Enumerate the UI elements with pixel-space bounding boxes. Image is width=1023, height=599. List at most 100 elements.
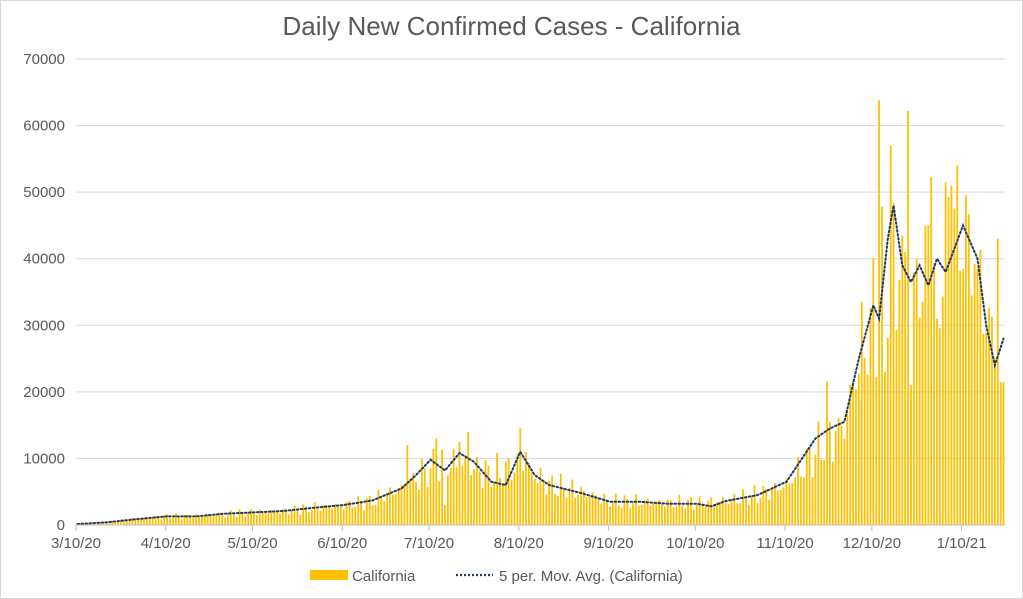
- bar: [224, 517, 226, 525]
- bar: [739, 503, 742, 525]
- bar: [200, 516, 203, 525]
- bar: [299, 514, 302, 525]
- bar: [250, 509, 252, 525]
- bar: [203, 516, 206, 525]
- bar: [597, 498, 600, 525]
- bar: [232, 514, 235, 525]
- bar: [195, 514, 198, 525]
- bar: [753, 485, 756, 525]
- bar: [855, 389, 857, 525]
- bar: [559, 473, 562, 525]
- bar: [458, 441, 461, 525]
- chart-title: Daily New Confirmed Cases - California: [282, 11, 741, 41]
- bar: [554, 493, 556, 525]
- bar: [681, 505, 684, 525]
- bar: [936, 318, 938, 525]
- bar: [930, 176, 933, 525]
- bar: [131, 518, 134, 525]
- bar: [108, 521, 111, 525]
- bar: [331, 508, 334, 525]
- bar: [452, 448, 455, 525]
- bar: [606, 499, 608, 525]
- bar: [380, 498, 383, 525]
- bar: [713, 504, 716, 525]
- bar: [114, 521, 116, 525]
- x-tick-label: 6/10/20: [317, 535, 367, 552]
- bar: [941, 296, 944, 525]
- bar: [857, 373, 860, 525]
- bar: [640, 504, 643, 525]
- bar: [415, 481, 417, 525]
- x-tick-label: 8/10/20: [494, 535, 544, 552]
- x-tick-label: 4/10/20: [141, 535, 191, 552]
- y-tick-label: 0: [57, 517, 65, 534]
- bar: [423, 468, 426, 525]
- bar: [588, 496, 591, 525]
- bar: [898, 279, 901, 525]
- x-tick-label: 3/10/20: [51, 535, 101, 552]
- bar: [99, 522, 102, 525]
- bar: [322, 504, 325, 525]
- bar: [363, 510, 365, 525]
- bar: [146, 516, 148, 525]
- bar: [724, 502, 727, 525]
- bar: [583, 490, 585, 525]
- bar: [733, 493, 736, 525]
- y-tick-label: 10000: [23, 450, 65, 467]
- bar: [432, 448, 435, 525]
- axes: 0 10000 20000 30000 40000 50000 60000 70000 3/10…: [23, 51, 1005, 552]
- bar: [565, 498, 568, 525]
- bar: [172, 517, 174, 525]
- bar: [669, 500, 672, 525]
- bar: [148, 519, 151, 525]
- bar: [418, 489, 420, 525]
- moving-average-series: [76, 205, 1005, 525]
- bar: [907, 110, 909, 525]
- bar: [403, 484, 406, 525]
- bar: [883, 371, 886, 525]
- bar: [745, 496, 747, 525]
- bar: [863, 357, 866, 525]
- bar: [823, 460, 826, 525]
- bar: [215, 515, 218, 525]
- legend-label-california: California: [352, 568, 416, 585]
- bar: [102, 521, 105, 525]
- bar: [255, 514, 258, 525]
- bar: [609, 506, 611, 525]
- bar: [117, 522, 119, 525]
- bar: [111, 520, 114, 525]
- bar: [444, 505, 446, 525]
- bar: [392, 494, 394, 525]
- bar: [496, 452, 498, 525]
- bar: [750, 495, 753, 525]
- bar: [475, 457, 478, 525]
- bar: [490, 486, 493, 525]
- bar: [507, 458, 510, 525]
- bar: [600, 503, 603, 525]
- bar: [695, 504, 698, 525]
- bar: [829, 421, 831, 525]
- bar: [383, 501, 386, 525]
- x-tick-label: 9/10/20: [583, 535, 633, 552]
- x-tick-label: 5/10/20: [228, 535, 278, 552]
- bar: [886, 337, 889, 525]
- bar: [183, 514, 186, 525]
- bar: [959, 271, 962, 525]
- bar: [869, 308, 872, 525]
- bar: [611, 502, 614, 525]
- bar: [788, 483, 791, 525]
- bar: [478, 471, 481, 525]
- bar: [296, 509, 299, 525]
- bar: [279, 513, 281, 525]
- bar: [461, 466, 464, 525]
- bar: [562, 488, 565, 525]
- bar: [759, 498, 762, 525]
- bar: [655, 501, 658, 525]
- bar: [374, 505, 377, 525]
- y-tick-label: 70000: [23, 51, 65, 68]
- bar: [501, 484, 504, 525]
- bar: [365, 498, 368, 525]
- bar: [924, 225, 927, 525]
- bar: [904, 252, 907, 525]
